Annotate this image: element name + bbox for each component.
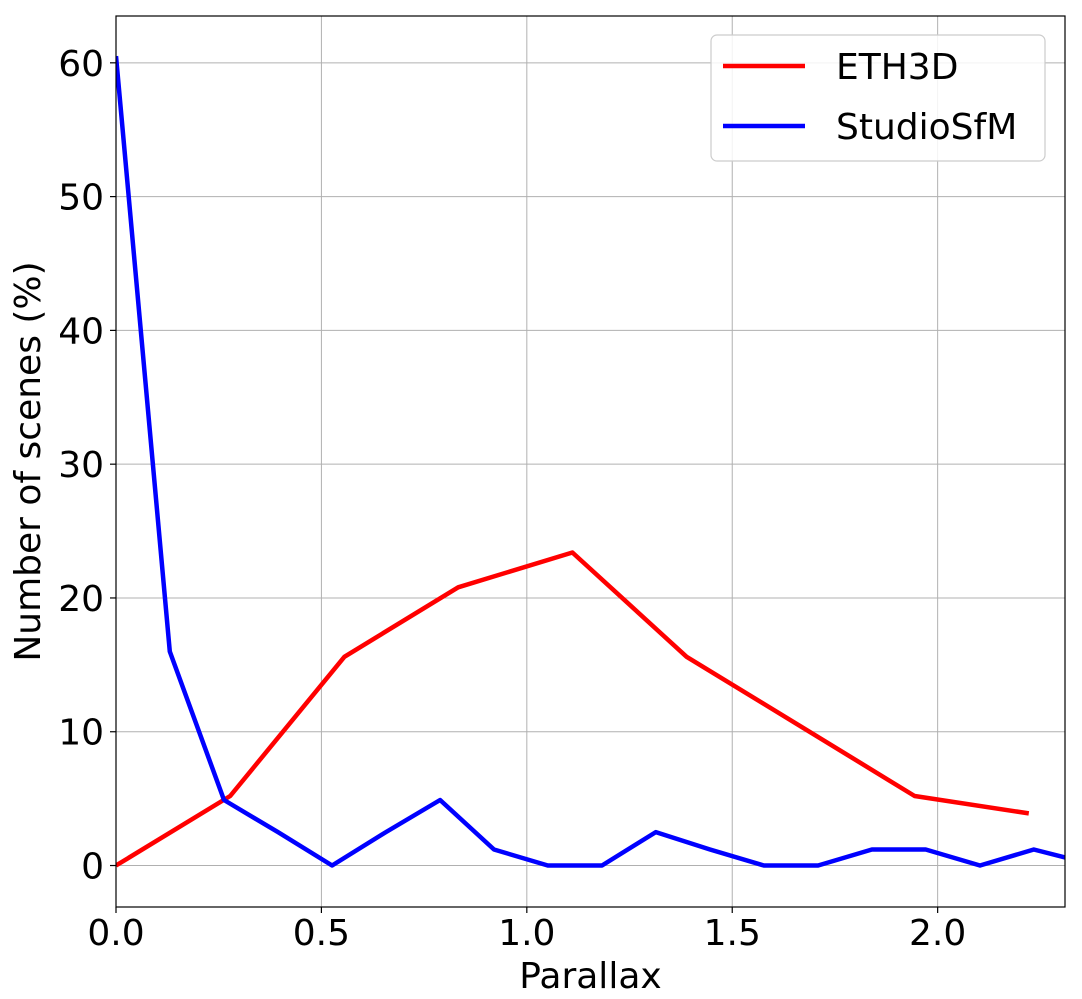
y-tick-label: 50 [58, 178, 104, 219]
x-axis-label: Parallax [519, 956, 661, 997]
x-tick-label: 1.5 [704, 913, 761, 954]
x-tick-label: 1.0 [498, 913, 555, 954]
axis-ticks: 0.0 0.5 1.0 1.5 2.0 0 10 20 30 40 50 60 [58, 44, 966, 954]
y-axis-label: Number of scenes (%) [8, 261, 49, 661]
y-tick-label: 10 [58, 713, 104, 754]
y-tick-label: 20 [58, 579, 104, 620]
series-lines [116, 55, 1065, 868]
series-line-studiosfm [116, 55, 1065, 868]
y-tick-label: 40 [58, 311, 104, 352]
legend: ETH3D StudioSfM [710, 34, 1046, 162]
legend-label-studiosfm: StudioSfM [836, 107, 1017, 148]
y-tick-label: 30 [58, 445, 104, 486]
x-tick-label: 0.5 [293, 913, 350, 954]
series-line-eth3d [116, 550, 1030, 868]
grid [115, 16, 1065, 907]
plot-frame [115, 15, 1066, 908]
x-tick-label: 2.0 [909, 913, 966, 954]
x-tick-label: 0.0 [87, 913, 144, 954]
y-tick-label: 0 [81, 847, 104, 888]
legend-label-eth3d: ETH3D [836, 47, 958, 88]
y-tick-label: 60 [58, 44, 104, 85]
